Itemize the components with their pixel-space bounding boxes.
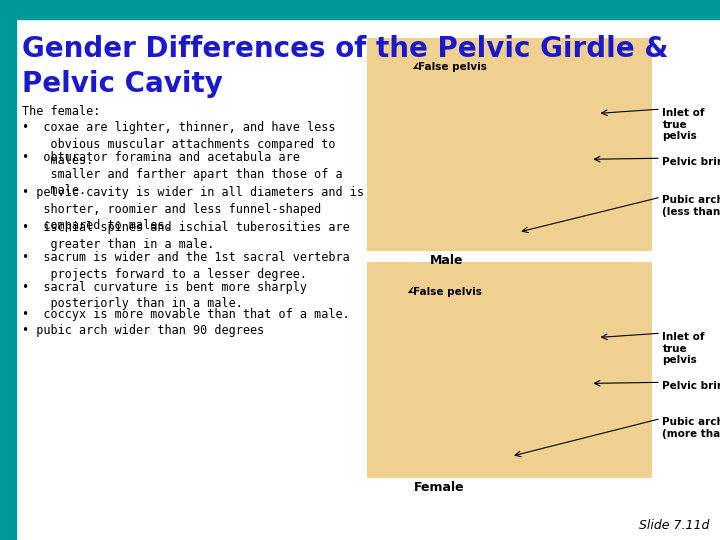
Text: •  sacral curvature is bent more sharply
    posteriorly than in a male.: • sacral curvature is bent more sharply … xyxy=(22,281,307,310)
Text: •  coccyx is more movable than that of a male.: • coccyx is more movable than that of a … xyxy=(22,308,349,321)
Text: Female: Female xyxy=(414,481,464,494)
Text: Male: Male xyxy=(430,254,463,267)
Text: Pelvic brim: Pelvic brim xyxy=(662,157,720,167)
Text: Slide 7.11d: Slide 7.11d xyxy=(639,519,709,532)
Bar xyxy=(0,0,720,19)
Text: Inlet of
true
pelvis: Inlet of true pelvis xyxy=(662,332,705,365)
Text: Pelvic Cavity: Pelvic Cavity xyxy=(22,70,222,98)
Text: Pelvic brim: Pelvic brim xyxy=(662,381,720,391)
Text: •  sacrum is wider and the 1st sacral vertebra
    projects forward to a lesser : • sacrum is wider and the 1st sacral ver… xyxy=(22,251,349,281)
Bar xyxy=(0,19,16,540)
Bar xyxy=(367,262,652,478)
Text: • pubic arch wider than 90 degrees: • pubic arch wider than 90 degrees xyxy=(22,324,264,337)
Text: •  ischial spines and ischial tuberosities are
    greater than in a male.: • ischial spines and ischial tuberositie… xyxy=(22,221,349,251)
Text: Pubic arch
(less than 90°): Pubic arch (less than 90°) xyxy=(662,195,720,217)
Text: False pelvis: False pelvis xyxy=(413,287,482,298)
Text: •  coxae are lighter, thinner, and have less
    obvious muscular attachments co: • coxae are lighter, thinner, and have l… xyxy=(22,122,335,167)
Text: Inlet of
true
pelvis: Inlet of true pelvis xyxy=(662,108,705,141)
Bar xyxy=(367,38,652,251)
Text: •  obturator foramina and acetabula are
    smaller and farther apart than those: • obturator foramina and acetabula are s… xyxy=(22,151,342,197)
Text: • pelvic cavity is wider in all diameters and is
   shorter, roomier and less fu: • pelvic cavity is wider in all diameter… xyxy=(22,186,364,232)
Text: Gender Differences of the Pelvic Girdle &: Gender Differences of the Pelvic Girdle … xyxy=(22,35,668,63)
Text: The female:: The female: xyxy=(22,105,100,118)
Text: False pelvis: False pelvis xyxy=(418,62,487,72)
Text: Pubic arch
(more than 90°): Pubic arch (more than 90°) xyxy=(662,417,720,438)
